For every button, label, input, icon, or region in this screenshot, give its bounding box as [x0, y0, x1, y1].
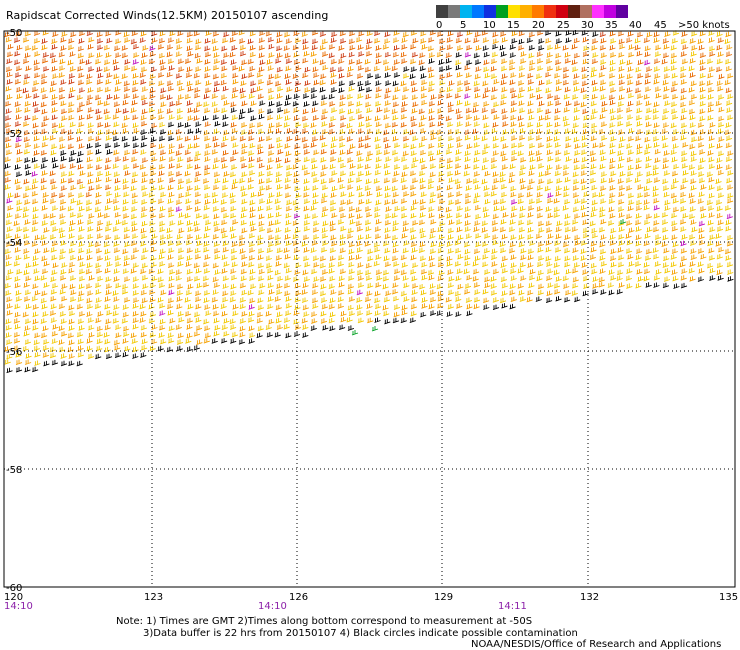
legend-swatch [532, 5, 544, 18]
note-line-1: Note: 1) Times are GMT 2)Times along bot… [116, 616, 533, 627]
legend-swatch [556, 5, 568, 18]
wind-barb-group [4, 30, 734, 366]
legend-swatch [472, 5, 484, 18]
legend-label-40: 40 [629, 20, 642, 31]
lat-label-50: -50 [6, 28, 22, 39]
legend-label-5: 5 [460, 20, 467, 31]
legend-label-50: >50 knots [678, 20, 730, 31]
lat-label-60: -60 [6, 583, 22, 594]
legend-swatch [568, 5, 580, 18]
legend-swatch [448, 5, 460, 18]
lat-label-56: -56 [6, 347, 22, 358]
wind-barb-group [4, 30, 734, 366]
legend-label-25: 25 [557, 20, 570, 31]
legend-swatch [592, 5, 604, 18]
legend-labels: 0 5 10 15 20 25 30 35 40 45 >50 knots [436, 18, 736, 31]
lon-label-129: 129 [434, 592, 454, 603]
time-label-3: 14:11 [498, 601, 527, 612]
time-label-1: 14:10 [4, 601, 33, 612]
lon-label-123: 123 [144, 592, 164, 603]
lat-label-52: -52 [6, 129, 22, 140]
lat-label-58: -58 [6, 465, 22, 476]
legend-swatch [508, 5, 520, 18]
wind-barbs-layer [4, 30, 734, 374]
legend-swatch [436, 5, 448, 18]
legend-swatch [460, 5, 472, 18]
map-frame: -50 -52 -54 -56 -58 -60 [3, 28, 736, 594]
wind-barb-group [4, 30, 606, 127]
wind-speed-legend: 0 5 10 15 20 25 30 35 40 45 >50 knots [436, 5, 736, 31]
lon-label-135: 135 [719, 592, 739, 603]
legend-color-bar [436, 5, 736, 18]
legend-label-10: 10 [483, 20, 496, 31]
legend-label-0: 0 [436, 20, 443, 31]
legend-swatch [580, 5, 592, 18]
lat-label-54: -54 [6, 238, 22, 249]
legend-label-20: 20 [532, 20, 545, 31]
legend-label-15: 15 [507, 20, 520, 31]
legend-swatch [496, 5, 508, 18]
legend-label-35: 35 [605, 20, 618, 31]
map-title: Rapidscat Corrected Winds(12.5KM) 201501… [6, 9, 329, 22]
legend-swatch [484, 5, 496, 18]
wind-barb-group [6, 45, 733, 316]
legend-swatch [616, 5, 628, 18]
legend-label-45: 45 [654, 20, 667, 31]
time-label-2: 14:10 [258, 601, 287, 612]
note-line-2: 3)Data buffer is 22 hrs from 20150107 4)… [143, 628, 578, 639]
legend-swatch [520, 5, 532, 18]
legend-label-30: 30 [581, 20, 594, 31]
map-border [3, 30, 736, 588]
lon-label-132: 132 [580, 592, 600, 603]
wind-barb-group [351, 219, 627, 336]
legend-swatch [604, 5, 616, 18]
lon-label-126: 126 [289, 592, 309, 603]
credit-line: NOAA/NESDIS/Office of Research and Appli… [471, 639, 722, 650]
lon-label-120: 120 [4, 592, 24, 603]
wind-barb-group [4, 30, 734, 374]
legend-swatch [544, 5, 556, 18]
wind-barb-group [4, 30, 733, 199]
